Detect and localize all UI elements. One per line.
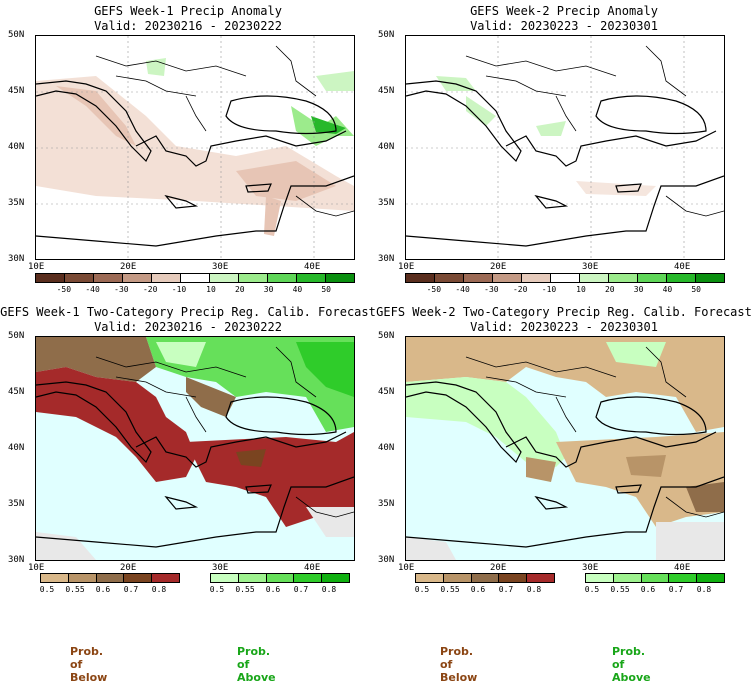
anomaly-colorbar — [405, 273, 725, 283]
lat-label: 35N — [378, 499, 395, 509]
lon-label: 30E — [582, 563, 599, 573]
lat-label: 30N — [8, 555, 25, 565]
probability-map — [405, 336, 725, 561]
lat-label: 50N — [378, 331, 395, 341]
prob-below-label: Prob. of Below — [440, 645, 478, 684]
above-colorbar — [585, 573, 725, 583]
panel-title: GEFS Week-2 Precip Anomaly — [470, 4, 658, 18]
lon-label: 30E — [212, 262, 229, 272]
lat-label: 50N — [8, 30, 25, 40]
lon-label: 10E — [28, 563, 45, 573]
anomaly-colorbar-ticks: -50 -40 -30 -20 -10 10 20 30 40 50 — [56, 285, 332, 294]
lat-label: 35N — [378, 198, 395, 208]
lat-label: 40N — [378, 142, 395, 152]
below-colorbar — [415, 573, 555, 583]
probability-map-svg — [406, 337, 724, 560]
prob-above-label: Prob. of Above — [612, 645, 651, 684]
anomaly-map-svg — [406, 36, 724, 259]
lat-label: 50N — [8, 331, 25, 341]
lat-label: 30N — [378, 555, 395, 565]
lat-label: 30N — [378, 254, 395, 264]
lon-label: 30E — [582, 262, 599, 272]
panel-title: GEFS Week-1 Two-Category Precip Reg. Cal… — [0, 305, 376, 319]
lon-label: 20E — [490, 262, 507, 272]
below-colorbar-ticks: 0.5 0.55 0.6 0.7 0.8 — [414, 585, 542, 594]
below-colorbar — [40, 573, 180, 583]
panel-valid-date: Valid: 20230223 - 20230301 — [470, 19, 658, 33]
anomaly-map-svg — [36, 36, 354, 259]
lon-label: 40E — [304, 262, 321, 272]
above-colorbar-ticks: 0.5 0.55 0.6 0.7 0.8 — [209, 585, 337, 594]
anomaly-map — [405, 35, 725, 260]
lat-label: 45N — [378, 387, 395, 397]
lon-label: 10E — [28, 262, 45, 272]
anomaly-colorbar-ticks: -50 -40 -30 -20 -10 10 20 30 40 50 — [426, 285, 702, 294]
lat-label: 45N — [8, 86, 25, 96]
lon-label: 40E — [674, 563, 691, 573]
lat-label: 45N — [378, 86, 395, 96]
panel-valid-date: Valid: 20230216 - 20230222 — [94, 320, 282, 334]
lon-label: 10E — [398, 262, 415, 272]
lon-label: 30E — [212, 563, 229, 573]
lon-label: 40E — [674, 262, 691, 272]
lon-label: 20E — [120, 563, 137, 573]
lon-label: 20E — [490, 563, 507, 573]
lat-label: 40N — [8, 142, 25, 152]
probability-map — [35, 336, 355, 561]
panel-valid-date: Valid: 20230216 - 20230222 — [94, 19, 282, 33]
panel-title: GEFS Week-1 Precip Anomaly — [94, 4, 282, 18]
lat-label: 35N — [8, 198, 25, 208]
prob-above-label: Prob. of Above — [237, 645, 276, 684]
lon-label: 20E — [120, 262, 137, 272]
lat-label: 45N — [8, 387, 25, 397]
above-colorbar — [210, 573, 350, 583]
anomaly-colorbar — [35, 273, 355, 283]
panel-title: GEFS Week-2 Two-Category Precip Reg. Cal… — [376, 305, 752, 319]
below-colorbar-ticks: 0.5 0.55 0.6 0.7 0.8 — [39, 585, 167, 594]
lon-label: 40E — [304, 563, 321, 573]
lat-label: 40N — [378, 443, 395, 453]
lat-label: 30N — [8, 254, 25, 264]
lat-label: 40N — [8, 443, 25, 453]
lat-label: 35N — [8, 499, 25, 509]
anomaly-map — [35, 35, 355, 260]
panel-valid-date: Valid: 20230223 - 20230301 — [470, 320, 658, 334]
lon-label: 10E — [398, 563, 415, 573]
probability-map-svg — [36, 337, 354, 560]
lat-label: 50N — [378, 30, 395, 40]
prob-below-label: Prob. of Below — [70, 645, 108, 684]
above-colorbar-ticks: 0.5 0.55 0.6 0.7 0.8 — [584, 585, 712, 594]
